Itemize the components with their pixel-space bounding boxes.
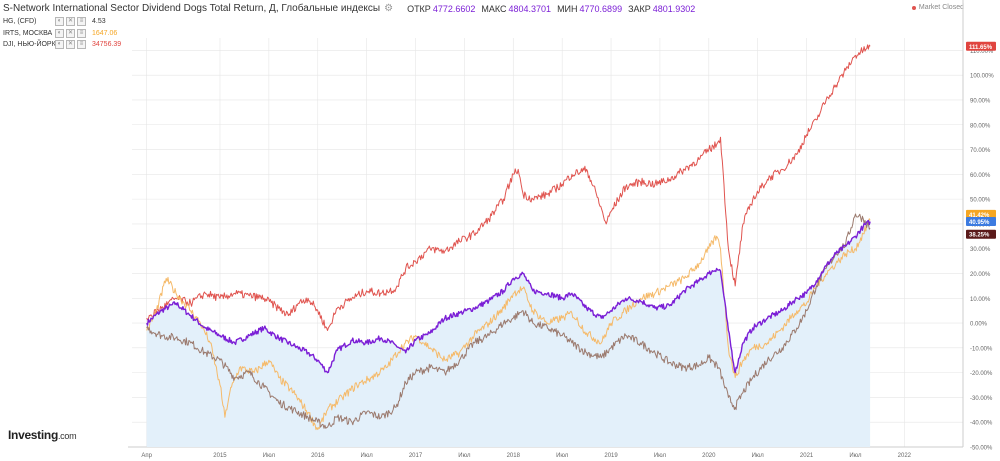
- legend-item-irts[interactable]: IRTS, МОСКВА ◐ ✕ ≡ 1647.06: [3, 29, 117, 38]
- x-tick-label: 2019: [604, 453, 618, 459]
- legend-value: 34756.39: [92, 41, 122, 48]
- x-tick-label: 2016: [311, 453, 325, 459]
- x-tick-label: Апр: [141, 453, 152, 459]
- legend-value: 1647.06: [92, 30, 118, 37]
- y-tick-label: 0.00%: [970, 322, 988, 328]
- last-value-label: 38.25%: [969, 233, 990, 239]
- legend-item-hg[interactable]: HG, (CFD) ◐ ✕ ≡ 4.53: [3, 17, 106, 26]
- open-label: ОТКР: [407, 3, 431, 14]
- x-tick-label: 2021: [800, 453, 814, 459]
- irts-series-line: [146, 218, 871, 431]
- market-status-label: Market Closed: [918, 4, 964, 11]
- high-label: МАКС: [481, 3, 507, 14]
- x-tick-label: 2022: [898, 453, 912, 459]
- y-tick-label: 20.00%: [970, 272, 991, 278]
- close-icon[interactable]: ✕: [66, 17, 75, 26]
- high-value: 4804.3701: [508, 3, 552, 14]
- legend-value: 4.53: [92, 18, 106, 25]
- low-label: МИН: [557, 3, 578, 14]
- area-fill: [146, 220, 871, 447]
- y-tick-label: 80.00%: [970, 123, 991, 129]
- x-tick-label: Июл: [263, 453, 276, 459]
- dji-series-line: [146, 44, 871, 331]
- menu-icon[interactable]: ≡: [77, 40, 86, 49]
- last-value-labels: 111.65% 41.42%40.95% 38.25%: [966, 41, 996, 239]
- y-tick-label: 90.00%: [970, 98, 991, 104]
- visibility-icon[interactable]: ◐: [55, 40, 64, 49]
- y-tick-label: 60.00%: [970, 173, 991, 179]
- x-tick-label: Июл: [556, 453, 569, 459]
- close-label: ЗАКР: [628, 3, 651, 14]
- chart-header: S-Network International Sector Dividend …: [0, 0, 1000, 60]
- x-tick-label: 2015: [213, 453, 227, 459]
- menu-icon[interactable]: ≡: [77, 29, 86, 38]
- gear-icon[interactable]: ⚙: [384, 3, 394, 14]
- logo-suffix: .com: [57, 431, 77, 441]
- x-tick-label: Июл: [752, 453, 765, 459]
- series-lines: [146, 44, 871, 431]
- x-tick-label: Июл: [458, 453, 471, 459]
- market-status: Market Closed: [911, 4, 964, 11]
- y-tick-label: -40.00%: [970, 421, 993, 427]
- hg-series-line: [146, 213, 871, 429]
- y-tick-label: -20.00%: [970, 371, 993, 377]
- last-value-badge: [966, 41, 996, 51]
- legend-name: IRTS, МОСКВА: [3, 30, 53, 37]
- x-tick-label: 2018: [507, 453, 521, 459]
- last-value-label: 111.65%: [969, 45, 993, 51]
- last-value-label: 41.42%: [969, 213, 990, 219]
- x-tick-label: 2020: [702, 453, 716, 459]
- visibility-icon[interactable]: ◐: [55, 29, 64, 38]
- open-value: 4772.6602: [432, 3, 476, 14]
- x-tick-label: Июл: [654, 453, 667, 459]
- title-row: S-Network International Sector Dividend …: [3, 3, 695, 14]
- main-series-line: [146, 219, 871, 374]
- y-tick-label: 10.00%: [970, 297, 991, 303]
- last-value-label: 40.95%: [969, 220, 990, 226]
- legend-item-dji[interactable]: DJI, НЬЮ-ЙОРК ◐ ✕ ≡ 34756.39: [3, 40, 121, 49]
- investing-logo: Investing.com: [8, 428, 77, 442]
- close-icon[interactable]: ✕: [66, 40, 75, 49]
- legend-name: DJI, НЬЮ-ЙОРК: [3, 41, 56, 48]
- y-tick-label: -50.00%: [970, 446, 993, 452]
- y-tick-label: 110.00%: [970, 49, 994, 55]
- y-tick-label: 50.00%: [970, 198, 991, 204]
- legend-name: HG, (CFD): [3, 18, 37, 25]
- last-value-badge: [966, 217, 996, 227]
- y-tick-label: -30.00%: [970, 396, 993, 402]
- y-axis: 110.00% 100.00% 90.00% 80.00% 70.00% 60.00% 50…: [970, 49, 994, 452]
- last-value-badge: [966, 229, 996, 239]
- x-tick-label: Июл: [849, 453, 862, 459]
- y-tick-label: -10.00%: [970, 346, 993, 352]
- menu-icon[interactable]: ≡: [77, 17, 86, 26]
- chart-title: S-Network International Sector Dividend …: [3, 3, 381, 14]
- y-tick-label: 100.00%: [970, 74, 994, 80]
- close-value: 4801.9302: [652, 3, 696, 14]
- logo-main: Investing: [8, 428, 58, 442]
- x-axis: Апр 2015 Июл 2016 Июл 2017 Июл 2018 Июл 2019 Июл 20…: [141, 453, 911, 459]
- y-tick-label: 70.00%: [970, 148, 991, 154]
- x-tick-label: Июл: [361, 453, 374, 459]
- x-tick-label: 2017: [409, 453, 423, 459]
- low-value: 4770.6899: [579, 3, 623, 14]
- last-value-badge: [966, 209, 996, 219]
- status-dot-icon: [911, 5, 916, 10]
- main-series-area: [146, 220, 871, 447]
- close-icon[interactable]: ✕: [66, 29, 75, 38]
- visibility-icon[interactable]: ◐: [55, 17, 64, 26]
- y-tick-label: 30.00%: [970, 247, 991, 253]
